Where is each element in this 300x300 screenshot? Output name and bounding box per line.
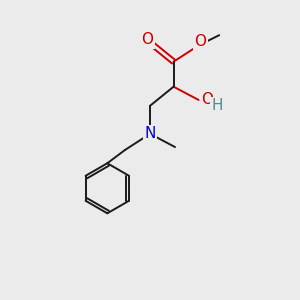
Text: O: O	[202, 92, 214, 107]
Text: O: O	[141, 32, 153, 47]
Text: O: O	[194, 34, 206, 49]
Text: H: H	[212, 98, 224, 113]
Text: N: N	[144, 126, 156, 141]
